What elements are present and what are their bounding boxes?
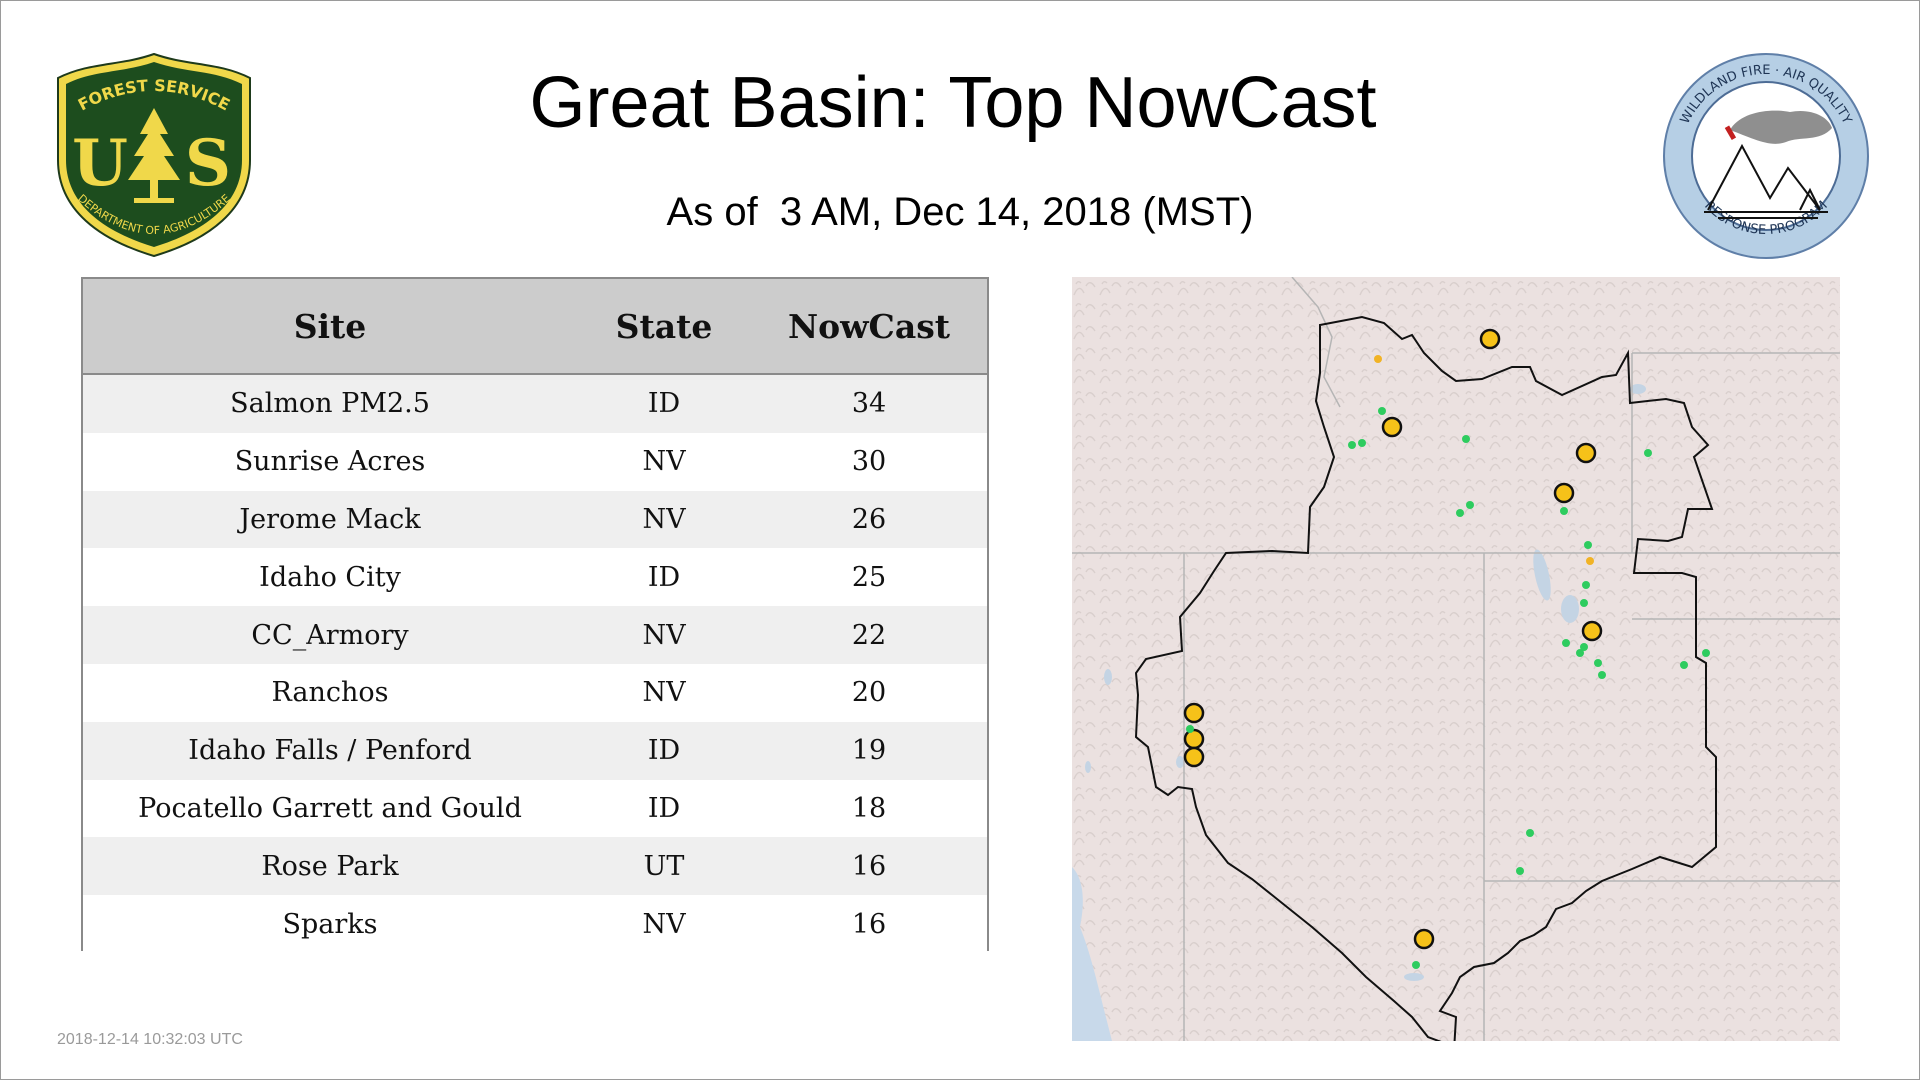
smoke-plume-icon	[1724, 110, 1832, 144]
table-header-row: Site State NowCast	[83, 279, 987, 375]
cell-state: NV	[577, 663, 751, 722]
header-state: State	[577, 279, 751, 375]
cell-nowcast: 22	[751, 606, 987, 664]
mountains-icon	[1704, 143, 1828, 219]
cell-site: Ranchos	[83, 663, 577, 722]
cell-state: NV	[577, 490, 751, 549]
wildland-fire-logo: WILDLAND FIRE · AIR QUALITY RESPONSE PRO…	[1663, 53, 1869, 259]
cell-nowcast: 30	[751, 432, 987, 491]
header-nowcast: NowCast	[751, 279, 987, 375]
monitor-marker[interactable]	[1413, 928, 1435, 950]
monitor-marker[interactable]	[1183, 702, 1205, 724]
cell-state: NV	[577, 432, 751, 491]
cell-site: Sunrise Acres	[83, 432, 577, 491]
monitor-marker[interactable]	[1581, 620, 1603, 642]
monitor-marker[interactable]	[1183, 746, 1205, 768]
cell-site: Salmon PM2.5	[83, 374, 577, 433]
cell-nowcast: 16	[751, 895, 987, 953]
cell-site: Jerome Mack	[83, 490, 577, 549]
table-row: Rose Park UT 16	[83, 837, 987, 896]
monitor-marker[interactable]	[1183, 728, 1205, 750]
monitor-marker[interactable]	[1381, 416, 1403, 438]
cell-state: NV	[577, 895, 751, 953]
lakes	[1085, 384, 1646, 981]
cell-nowcast: 26	[751, 490, 987, 549]
cell-nowcast: 18	[751, 779, 987, 838]
table-row: Idaho Falls / Penford ID 19	[83, 721, 987, 780]
cell-site: Idaho Falls / Penford	[83, 721, 577, 780]
cell-site: Rose Park	[83, 837, 577, 896]
cell-nowcast: 25	[751, 548, 987, 607]
header-site: Site	[83, 279, 577, 375]
table-row: Salmon PM2.5 ID 34	[83, 374, 987, 433]
monitor-marker[interactable]	[1479, 328, 1501, 350]
cell-state: NV	[577, 606, 751, 664]
monitor-marker[interactable]	[1575, 442, 1597, 464]
cell-site: CC_Armory	[83, 606, 577, 664]
cell-site: Sparks	[83, 895, 577, 953]
cell-site: Pocatello Garrett and Gould	[83, 779, 577, 838]
table-row: Pocatello Garrett and Gould ID 18	[83, 779, 987, 838]
cell-nowcast: 34	[751, 374, 987, 433]
cell-state: ID	[577, 779, 751, 838]
cell-site: Idaho City	[83, 548, 577, 607]
great-basin-boundary	[1134, 315, 1717, 1041]
pine-tree-icon	[128, 108, 180, 203]
state-lines	[1072, 277, 1840, 1041]
table-row: Jerome Mack NV 26	[83, 490, 987, 549]
cell-state: ID	[577, 721, 751, 780]
cell-nowcast: 19	[751, 721, 987, 780]
page-subtitle: As of 3 AM, Dec 14, 2018 (MST)	[666, 190, 1254, 234]
cell-state: UT	[577, 837, 751, 896]
cell-nowcast: 20	[751, 663, 987, 722]
table-row: Idaho City ID 25	[83, 548, 987, 607]
monitor-marker[interactable]	[1553, 482, 1575, 504]
forest-service-logo: FOREST SERVICE U S DEPARTMENT OF AGRICUL…	[57, 52, 251, 258]
map-ocean	[1072, 867, 1112, 1041]
map-land	[1072, 277, 1840, 1041]
cell-state: ID	[577, 374, 751, 433]
cell-nowcast: 16	[751, 837, 987, 896]
table-row: Sparks NV 16	[83, 895, 987, 953]
nowcast-table: Site State NowCast Salmon PM2.5 ID 34 Su…	[81, 277, 989, 953]
forest-service-letter-u: U	[72, 126, 128, 201]
table-row: Ranchos NV 20	[83, 663, 987, 722]
forest-service-letter-s: S	[185, 126, 231, 201]
table-row: Sunrise Acres NV 30	[83, 432, 987, 491]
page-title: Great Basin: Top NowCast	[529, 63, 1377, 143]
cell-state: ID	[577, 548, 751, 607]
monitor-markers	[1183, 328, 1710, 969]
great-basin-map[interactable]	[1072, 277, 1840, 1041]
render-timestamp: 2018-12-14 10:32:03 UTC	[57, 1031, 243, 1048]
table-row: CC_Armory NV 22	[83, 606, 987, 664]
